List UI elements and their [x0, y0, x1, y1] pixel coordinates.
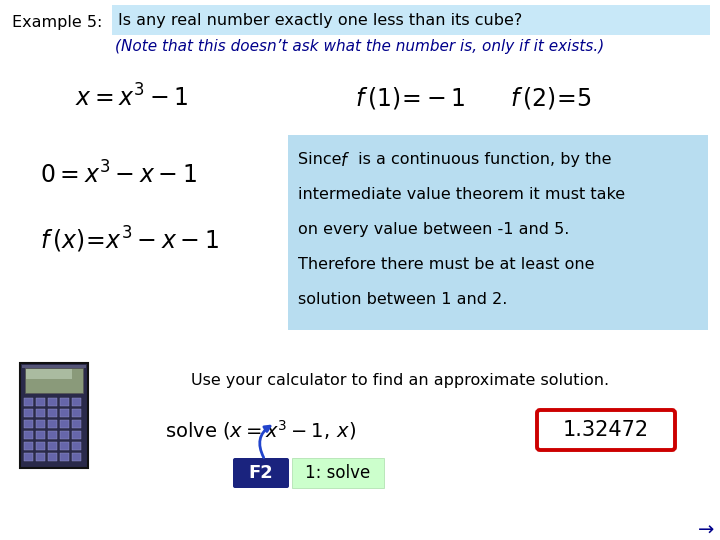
Text: Use your calculator to find an approximate solution.: Use your calculator to find an approxima…: [191, 373, 609, 388]
FancyBboxPatch shape: [537, 410, 675, 450]
Text: $x = x^3-1$: $x = x^3-1$: [75, 84, 189, 112]
Bar: [24, 442, 33, 450]
Bar: [25, 368, 83, 393]
Bar: [112, 5, 710, 35]
Bar: [60, 420, 69, 428]
Bar: [60, 442, 69, 450]
Bar: [48, 398, 57, 406]
Bar: [72, 398, 81, 406]
FancyBboxPatch shape: [233, 458, 289, 488]
Bar: [24, 409, 33, 417]
Text: →: →: [698, 521, 714, 539]
Bar: [24, 398, 33, 406]
Text: $f\,(x)\!=\!x^3-x-1$: $f\,(x)\!=\!x^3-x-1$: [40, 225, 219, 255]
Bar: [60, 453, 69, 461]
Text: on every value between -1 and 5.: on every value between -1 and 5.: [298, 222, 570, 237]
Bar: [20, 363, 88, 468]
Bar: [36, 420, 45, 428]
Text: Example 5:: Example 5:: [12, 15, 102, 30]
Bar: [48, 420, 57, 428]
Bar: [72, 442, 81, 450]
Bar: [72, 453, 81, 461]
FancyBboxPatch shape: [292, 458, 384, 488]
Bar: [48, 453, 57, 461]
Bar: [72, 409, 81, 417]
Bar: [60, 409, 69, 417]
Bar: [48, 442, 57, 450]
Bar: [26, 369, 72, 379]
Text: $0 = x^3-x-1$: $0 = x^3-x-1$: [40, 161, 197, 188]
Bar: [36, 398, 45, 406]
Bar: [72, 431, 81, 439]
Text: Is any real number exactly one less than its cube?: Is any real number exactly one less than…: [118, 14, 522, 29]
Bar: [36, 442, 45, 450]
Text: solution between 1 and 2.: solution between 1 and 2.: [298, 292, 508, 307]
Bar: [24, 420, 33, 428]
Bar: [60, 431, 69, 439]
Text: 1: solve: 1: solve: [305, 464, 371, 482]
Text: F2: F2: [248, 464, 274, 482]
Text: intermediate value theorem it must take: intermediate value theorem it must take: [298, 187, 625, 202]
Bar: [48, 409, 57, 417]
Text: $f\,(2)\!=\!5$: $f\,(2)\!=\!5$: [510, 85, 592, 111]
Text: (Note that this doesn’t ask what the number is, only if it exists.): (Note that this doesn’t ask what the num…: [115, 39, 605, 55]
Text: Therefore there must be at least one: Therefore there must be at least one: [298, 257, 595, 272]
Text: Since: Since: [298, 152, 346, 167]
Text: 1.32472: 1.32472: [563, 420, 649, 440]
Text: $f\,(1)\!=\!-1$: $f\,(1)\!=\!-1$: [355, 85, 466, 111]
Bar: [24, 431, 33, 439]
Bar: [36, 431, 45, 439]
Bar: [36, 453, 45, 461]
Bar: [60, 398, 69, 406]
Text: $f$: $f$: [340, 152, 350, 170]
Bar: [24, 453, 33, 461]
Bar: [288, 135, 708, 330]
Text: is a continuous function, by the: is a continuous function, by the: [353, 152, 611, 167]
Bar: [72, 420, 81, 428]
Bar: [48, 431, 57, 439]
Bar: [22, 365, 86, 368]
Bar: [36, 409, 45, 417]
Text: solve $\left(x = x^3-1,\,x\right)$: solve $\left(x = x^3-1,\,x\right)$: [165, 418, 356, 442]
